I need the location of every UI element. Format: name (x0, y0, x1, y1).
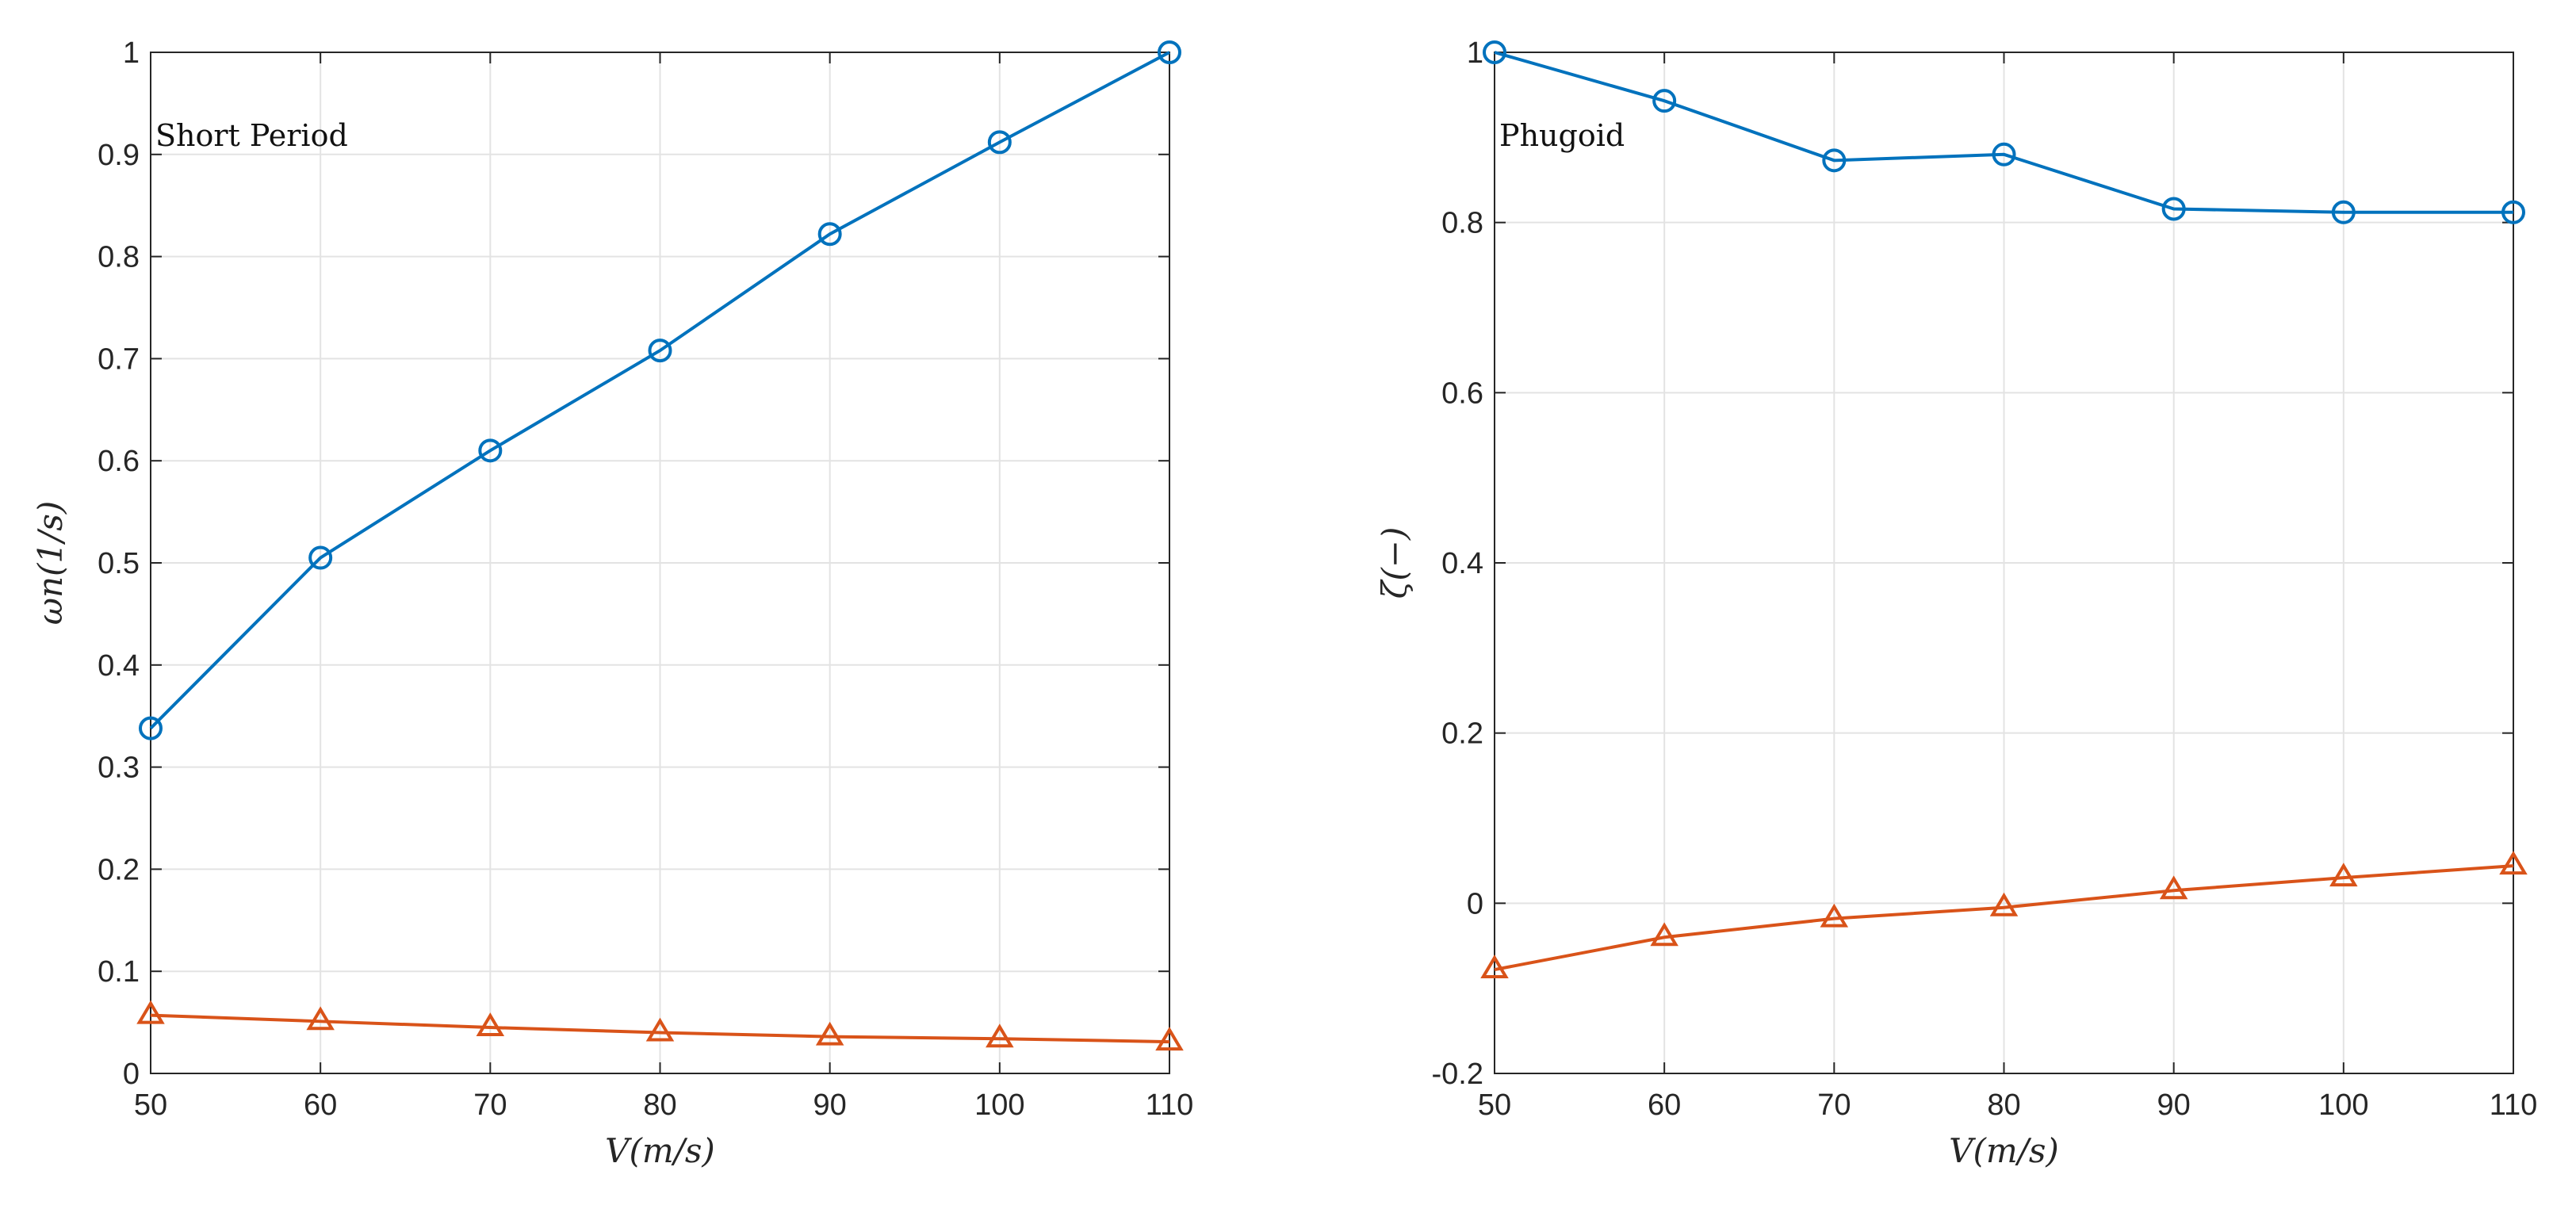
phugoid-series-1-point (1992, 142, 2016, 166)
short-period-y-tick-label: 0.6 (98, 445, 140, 478)
phugoid-series-2-point (1650, 922, 1678, 947)
short-period-series-2-point (306, 1006, 335, 1031)
short-period-series-2-line (150, 1013, 1170, 1044)
phugoid-x-tick-label: 100 (2318, 1088, 2368, 1122)
short-period-series-2-point (136, 1000, 165, 1024)
short-period-series-1-line (149, 51, 1170, 730)
short-period-annotation: Short Period (155, 118, 348, 153)
phugoid-x-axis-title: V(m/s) (1949, 1131, 2059, 1170)
phugoid-x-tick-label: 60 (1648, 1088, 1681, 1122)
phugoid-y-tick-label: 0.2 (1441, 717, 1483, 751)
short-period-series-2-point (645, 1017, 675, 1042)
short-period-x-axis-title: V(m/s) (605, 1131, 715, 1170)
phugoid-x-tick-label: 110 (2490, 1088, 2538, 1122)
short-period-series-1-point (139, 716, 163, 740)
phugoid-x-tick-label: 70 (1817, 1088, 1851, 1122)
short-period-series-2-point (476, 1012, 505, 1037)
short-period-x-tick-label: 60 (304, 1088, 337, 1122)
phugoid-y-axis-title: ζ(−) (1375, 527, 1414, 599)
short-period-series-2-point (986, 1023, 1014, 1048)
short-period-series-2-point (815, 1021, 844, 1046)
phugoid-series-2-point (1480, 955, 1509, 979)
short-period-series-1-point (478, 438, 503, 463)
phugoid-series-2-point (2499, 851, 2528, 875)
phugoid-y-tick-label: -0.2 (1432, 1058, 1483, 1091)
phugoid-series-2-point (1820, 903, 1849, 928)
short-period-x-tick-label: 90 (813, 1088, 847, 1122)
short-period-y-tick-label: 1 (123, 36, 140, 70)
phugoid-series-1-point (2501, 200, 2525, 224)
phugoid-series-1-point (1652, 89, 1677, 113)
phugoid-series-1-point (2331, 200, 2356, 224)
short-period-y-tick-label: 0.8 (98, 241, 140, 274)
phugoid-annotation: Phugoid (1499, 118, 1625, 153)
short-period-y-tick-label: 0.5 (98, 547, 140, 580)
short-period-x-tick-label: 50 (134, 1088, 167, 1122)
phugoid-x-tick-label: 50 (1478, 1088, 1511, 1122)
short-period-y-axis-title: ωn(1/s) (31, 501, 70, 626)
short-period-series-1-point (308, 545, 333, 570)
short-period-y-tick-label: 0.9 (98, 139, 140, 172)
short-period-x-tick-label: 110 (1146, 1088, 1194, 1122)
short-period-y-tick-label: 0 (123, 1058, 140, 1091)
phugoid-x-tick-label: 80 (1987, 1088, 2020, 1122)
short-period-series-2-point (1155, 1027, 1184, 1051)
short-period-x-tick-label: 100 (974, 1088, 1024, 1122)
phugoid-series-2-point (1989, 892, 2019, 916)
short-period-y-tick-label: 0.2 (98, 853, 140, 886)
short-period-y-tick-label: 0.7 (98, 342, 140, 376)
short-period-x-tick-label: 80 (643, 1088, 676, 1122)
phugoid-y-tick-label: 0.8 (1441, 207, 1483, 240)
short-period-y-tick-label: 0.1 (98, 955, 140, 989)
phugoid-series-1-point (1483, 40, 1506, 64)
phugoid-y-tick-label: 0 (1467, 887, 1483, 920)
phugoid-series-2-point (2329, 863, 2358, 887)
short-period-chart: 50 60 70 80 90 100 110 0 0.1 0.2 0.3 0.4 0.5 0.6 0.7 0.… (31, 36, 1193, 1170)
phugoid-series-2-point (2159, 875, 2188, 900)
short-period-series-1-point (817, 222, 842, 247)
phugoid-series-2-line (1494, 864, 2514, 972)
short-period-series-1-point (648, 339, 672, 363)
phugoid-y-tick-label: 0.4 (1441, 547, 1483, 580)
phugoid-y-tick-label: 0.6 (1441, 377, 1483, 410)
phugoid-series-1-point (2161, 197, 2186, 221)
short-period-x-tick-label: 70 (473, 1088, 507, 1122)
short-period-y-tick-label: 0.4 (98, 649, 140, 683)
short-period-series-1-point (987, 130, 1012, 155)
phugoid-x-tick-label: 90 (2157, 1088, 2191, 1122)
phugoid-series-1-point (1822, 148, 1847, 173)
short-period-series-1-point (1158, 40, 1181, 64)
phugoid-y-tick-label: 1 (1467, 36, 1483, 70)
phugoid-chart: 50 60 70 80 90 100 110 -0.2 0 0.2 0.4 0.6 0.8 1 V(m/s)… (1375, 36, 2537, 1170)
short-period-y-tick-label: 0.3 (98, 752, 140, 785)
phugoid-series-1-line (1494, 51, 2513, 214)
